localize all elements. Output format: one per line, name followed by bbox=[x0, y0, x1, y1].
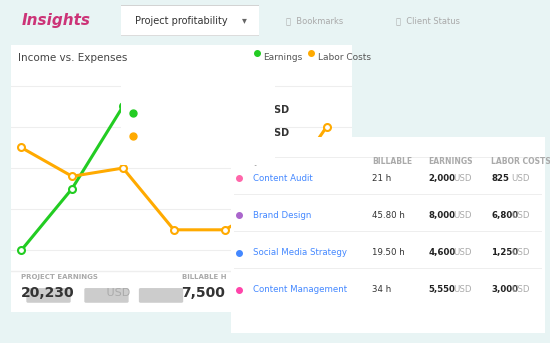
Text: 20,230: 20,230 bbox=[21, 286, 75, 300]
Text: USD: USD bbox=[512, 285, 530, 294]
Text: 4,600: 4,600 bbox=[428, 248, 456, 257]
Text: BILLABLE: BILLABLE bbox=[372, 157, 412, 166]
Text: BILLABLE H: BILLABLE H bbox=[182, 274, 226, 280]
Text: Project profitability: Project profitability bbox=[135, 15, 227, 26]
Text: Labor Cost: Labor Cost bbox=[144, 128, 196, 138]
Text: 21 h: 21 h bbox=[372, 174, 392, 183]
Text: 8,000: 8,000 bbox=[428, 211, 455, 220]
Text: 3,900 USD: 3,900 USD bbox=[232, 128, 289, 138]
Text: USD: USD bbox=[512, 174, 530, 183]
Text: Brand Design: Brand Design bbox=[253, 211, 311, 220]
Text: Labor Costs: Labor Costs bbox=[318, 52, 371, 62]
Text: 7,500: 7,500 bbox=[182, 286, 225, 300]
Text: 1,250: 1,250 bbox=[491, 248, 518, 257]
Text: 825: 825 bbox=[491, 174, 509, 183]
Text: 34 h: 34 h bbox=[372, 285, 392, 294]
FancyBboxPatch shape bbox=[114, 5, 264, 36]
Text: 5,500 USD: 5,500 USD bbox=[232, 105, 289, 115]
Text: Content Management: Content Management bbox=[253, 285, 347, 294]
Text: 19.50 h: 19.50 h bbox=[372, 248, 405, 257]
Text: 📋  Bookmarks: 📋 Bookmarks bbox=[286, 16, 343, 25]
Text: 2,000: 2,000 bbox=[428, 174, 455, 183]
Text: USD: USD bbox=[454, 248, 472, 257]
Text: 👤  Client Status: 👤 Client Status bbox=[396, 16, 460, 25]
Text: Thursday July 29th: Thursday July 29th bbox=[136, 86, 254, 96]
Text: Content Audit: Content Audit bbox=[253, 174, 313, 183]
FancyBboxPatch shape bbox=[115, 65, 281, 168]
FancyBboxPatch shape bbox=[228, 135, 548, 335]
FancyBboxPatch shape bbox=[139, 288, 183, 303]
Text: Project Earnings: Project Earnings bbox=[144, 105, 223, 115]
Text: USD: USD bbox=[454, 285, 472, 294]
Text: 5,550: 5,550 bbox=[428, 285, 455, 294]
Text: EARNINGS: EARNINGS bbox=[428, 157, 473, 166]
Text: 45.80 h: 45.80 h bbox=[372, 211, 405, 220]
Text: PROJECT EARNINGS: PROJECT EARNINGS bbox=[21, 274, 98, 280]
Text: 6,800: 6,800 bbox=[491, 211, 518, 220]
Text: USD: USD bbox=[512, 211, 530, 220]
Text: 3,000: 3,000 bbox=[491, 285, 518, 294]
Text: Income vs. Expenses: Income vs. Expenses bbox=[18, 52, 127, 63]
Text: Insights: Insights bbox=[22, 13, 91, 28]
Text: LABOR COSTS: LABOR COSTS bbox=[491, 157, 550, 166]
FancyBboxPatch shape bbox=[26, 288, 71, 303]
FancyBboxPatch shape bbox=[84, 288, 129, 303]
Text: ▾: ▾ bbox=[242, 15, 247, 26]
Text: USD: USD bbox=[454, 174, 472, 183]
Text: USD: USD bbox=[512, 248, 530, 257]
Text: Social Media Strategy: Social Media Strategy bbox=[253, 248, 347, 257]
Text: PROJECT: PROJECT bbox=[237, 157, 274, 166]
Text: USD: USD bbox=[454, 211, 472, 220]
Text: USD: USD bbox=[103, 288, 130, 298]
Text: Earnings: Earnings bbox=[263, 52, 302, 62]
